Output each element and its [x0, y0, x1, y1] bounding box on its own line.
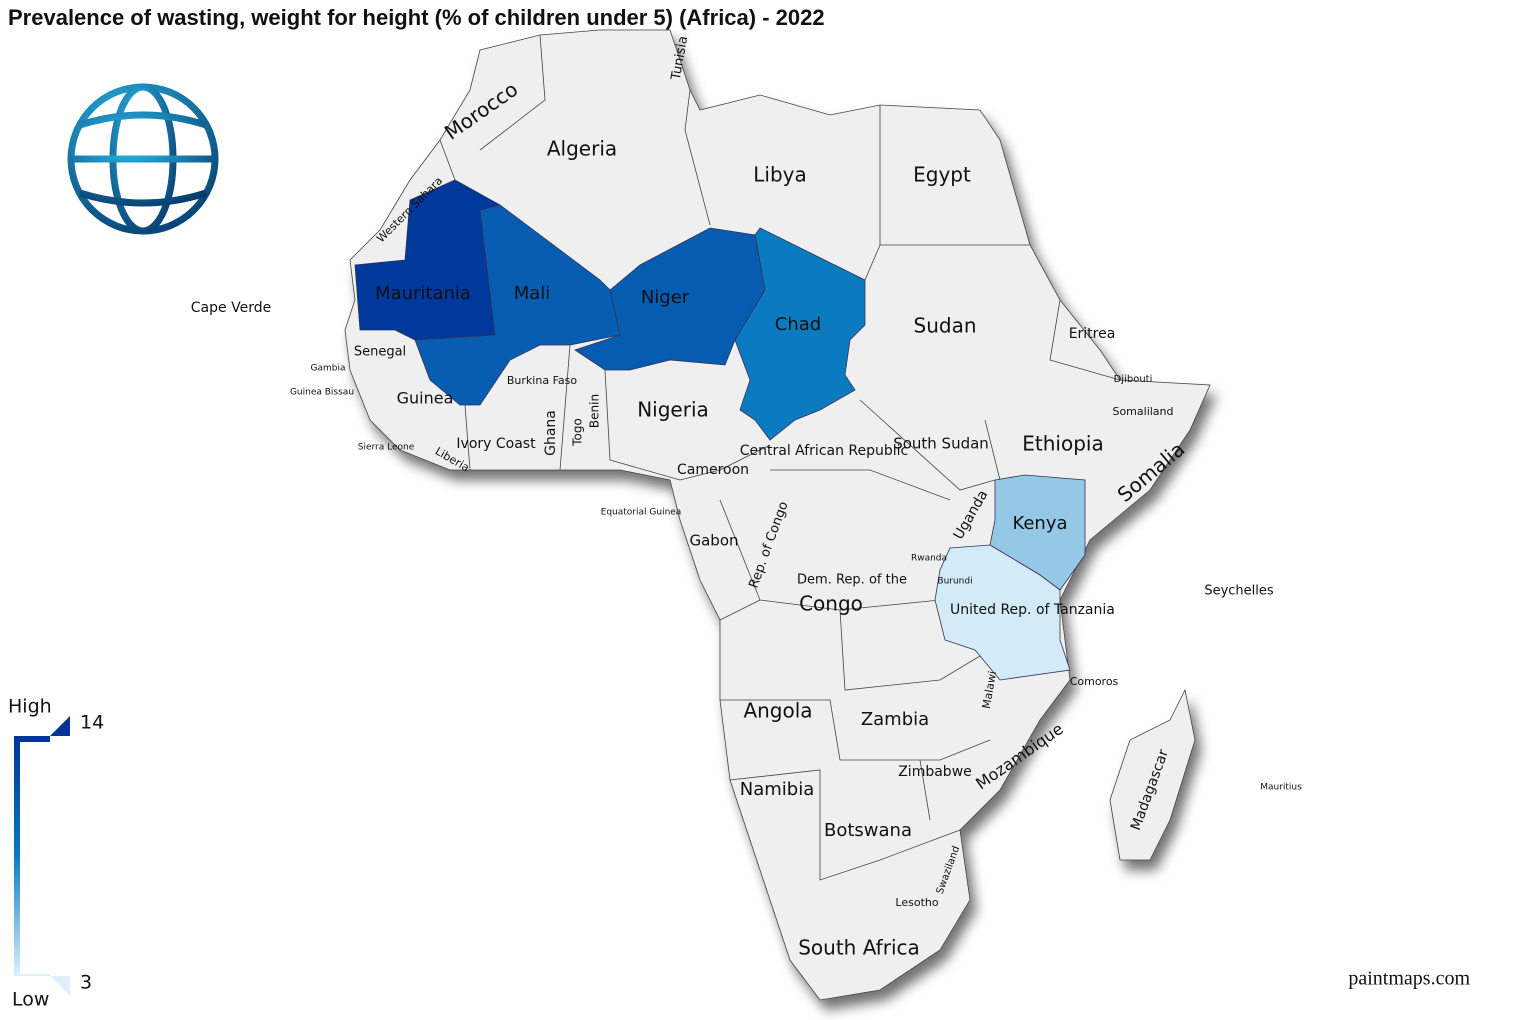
- legend-max-mark: [50, 716, 70, 736]
- country: [734, 227, 866, 441]
- country-label: Senegal: [354, 345, 406, 360]
- country-label: Ivory Coast: [456, 436, 536, 452]
- legend-min: 3: [80, 972, 92, 994]
- country-label: Egypt: [913, 163, 971, 187]
- country-label: Angola: [743, 699, 812, 723]
- country-label: Niger: [641, 287, 690, 308]
- country-label: Djibouti: [1114, 374, 1153, 385]
- country-label: Central African Republic: [740, 443, 909, 459]
- country-label: South Africa: [798, 936, 920, 960]
- country-label: Ghana: [543, 410, 559, 456]
- legend-high: High: [8, 696, 52, 718]
- country-label: Burundi: [937, 577, 972, 587]
- borders: [439, 34, 1121, 881]
- country-label: Sudan: [914, 314, 977, 338]
- country-label: United Rep. of Tanzania: [950, 602, 1115, 618]
- country-label: Comoros: [1070, 675, 1119, 688]
- country-label: Eritrea: [1069, 326, 1116, 342]
- country-label: Zimbabwe: [898, 764, 972, 780]
- title: Prevalence of wasting, weight for height…: [8, 5, 825, 30]
- country-label: Chad: [775, 314, 821, 335]
- country-label: Lesotho: [895, 896, 938, 909]
- country-label: Congo: [799, 592, 863, 616]
- country-label: Kenya: [1012, 513, 1067, 534]
- country-label: Gambia: [311, 364, 346, 374]
- country: [574, 227, 766, 371]
- country-label: Gabon: [689, 532, 738, 550]
- country-label: Mauritania: [375, 283, 471, 304]
- country-label: Mali: [514, 283, 551, 304]
- logo: [67, 83, 219, 235]
- country-label: Somaliland: [1112, 405, 1173, 418]
- country-label: Benin: [588, 394, 602, 428]
- legend-max: 14: [80, 712, 104, 734]
- country-label: Guinea: [397, 389, 454, 408]
- legend-min-mark: [50, 976, 70, 996]
- country-label: Libya: [753, 163, 807, 187]
- country-label: Cameroon: [677, 462, 749, 478]
- country-label: Mauritius: [1260, 783, 1302, 793]
- country-label: Guinea Bissau: [290, 388, 354, 398]
- country-label: Zambia: [861, 709, 929, 730]
- country-label: Dem. Rep. of the: [797, 573, 907, 588]
- country: [414, 204, 621, 406]
- credit: paintmaps.com: [1348, 968, 1470, 990]
- country: [934, 544, 1071, 681]
- country-label: South Sudan: [893, 435, 989, 453]
- country-label: Togo: [571, 418, 585, 447]
- country-label: Nigeria: [637, 398, 709, 422]
- country-label: Rwanda: [911, 554, 947, 564]
- country-label: Ethiopia: [1022, 432, 1103, 456]
- legend-low: Low: [12, 989, 49, 1011]
- legend-bar-mask: [20, 742, 50, 974]
- country-label: Namibia: [740, 779, 815, 800]
- country-label: Burkina Faso: [507, 374, 577, 387]
- country-label: Equatorial Guinea: [601, 508, 682, 518]
- country-label: Cape Verde: [191, 300, 271, 316]
- country-label: Botswana: [824, 820, 912, 841]
- country-label: Algeria: [547, 137, 617, 161]
- country-label: Seychelles: [1204, 584, 1274, 599]
- country-label: Sierra Leone: [358, 443, 415, 453]
